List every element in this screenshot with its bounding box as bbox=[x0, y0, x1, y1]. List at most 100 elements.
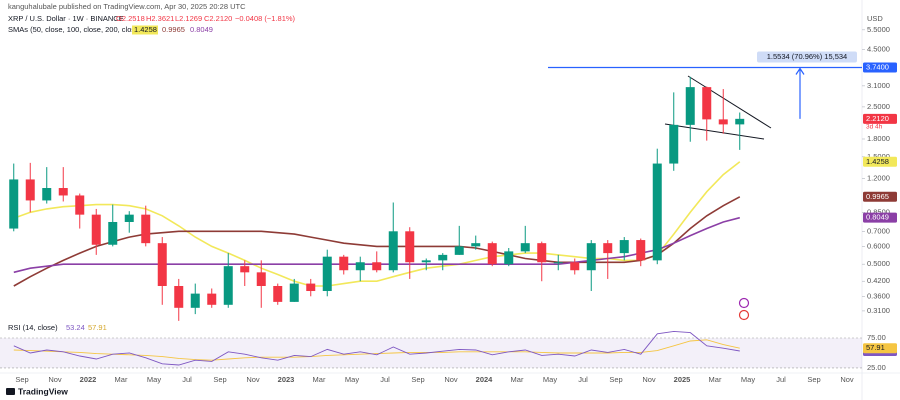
brand-name: TradingView bbox=[18, 386, 68, 396]
series-line bbox=[13, 196, 741, 287]
x-tick-label: 2025 bbox=[674, 375, 691, 384]
sma-legend: SMAs (50, close, 100, close, 200, close) bbox=[8, 25, 142, 34]
candle-body bbox=[108, 221, 118, 245]
x-tick-label: Jul bbox=[578, 375, 588, 384]
y-tick-label: 3.1000 bbox=[867, 81, 890, 90]
rsi-value-label-bg bbox=[863, 343, 897, 354]
candle-body bbox=[91, 214, 101, 245]
x-tick-label: 2022 bbox=[80, 375, 97, 384]
x-tick-label: Jul bbox=[182, 375, 192, 384]
x-tick-label: May bbox=[345, 375, 359, 384]
rsi-title: RSI (14, close) bbox=[8, 323, 58, 332]
x-tick-label: Jul bbox=[380, 375, 390, 384]
y-tick-label: 0.4200 bbox=[867, 276, 890, 285]
x-tick-label: Nov bbox=[840, 375, 854, 384]
y-tick-label: 0.3600 bbox=[867, 291, 890, 300]
candle-body bbox=[141, 214, 151, 244]
y-tick-label: 4.5000 bbox=[867, 44, 890, 53]
x-tick-label: May bbox=[543, 375, 557, 384]
ohlc-low: L2.1269 bbox=[175, 14, 202, 23]
ohlc-open: O2.2518 bbox=[116, 14, 145, 23]
y-tick-label: 1.5000 bbox=[867, 152, 890, 161]
x-tick-label: Sep bbox=[609, 375, 622, 384]
y-tick-label: 1.2000 bbox=[867, 174, 890, 183]
candle-body bbox=[553, 262, 563, 264]
candle-body bbox=[58, 188, 68, 196]
y-tick-label: 2.5000 bbox=[867, 102, 890, 111]
symbol: XRP / U.S. Dollar · 1W · BINANCE bbox=[8, 14, 124, 23]
x-tick-label: Sep bbox=[807, 375, 820, 384]
candle-body bbox=[421, 260, 431, 263]
target-label: 3.7400 bbox=[866, 62, 889, 71]
y-tick-label: 0.5000 bbox=[867, 259, 890, 268]
x-tick-label: Nov bbox=[444, 375, 458, 384]
candle-body bbox=[306, 283, 316, 292]
candle-body bbox=[718, 119, 728, 125]
candle-body bbox=[487, 243, 497, 265]
candle-body bbox=[75, 195, 85, 215]
candle-body bbox=[669, 124, 679, 164]
candle-body bbox=[520, 243, 530, 252]
currency: USD bbox=[867, 14, 883, 23]
candle-body bbox=[273, 285, 283, 302]
sma-legend-value: 0.9965 bbox=[162, 25, 185, 34]
series-line bbox=[13, 330, 740, 366]
x-tick-label: May bbox=[147, 375, 161, 384]
alert-icons bbox=[738, 297, 750, 321]
target-label-bg bbox=[863, 62, 897, 73]
candle-body bbox=[174, 285, 184, 308]
brand: TradingView bbox=[6, 386, 68, 396]
candle-body bbox=[504, 251, 514, 265]
x-tick-label: May bbox=[741, 375, 755, 384]
ohlc-high: H2.3621 bbox=[146, 14, 174, 23]
y-tick-label: 0.6000 bbox=[867, 241, 890, 250]
countdown: 3d 4h bbox=[866, 124, 883, 131]
candle-body bbox=[570, 262, 580, 271]
brand-logo bbox=[6, 388, 15, 395]
candle-body bbox=[256, 272, 266, 286]
last-price-label-bg bbox=[863, 113, 897, 124]
candle-body bbox=[454, 246, 464, 255]
candle-body bbox=[124, 214, 134, 222]
candle-body bbox=[438, 254, 448, 261]
sma-value-label: 1.4258 bbox=[866, 157, 889, 166]
x-tick-label: 2023 bbox=[278, 375, 295, 384]
y-tick-label: 75.00 bbox=[867, 333, 886, 342]
candle-body bbox=[636, 240, 646, 261]
candle-body bbox=[355, 262, 365, 271]
x-tick-label: Jul bbox=[776, 375, 786, 384]
candle-body bbox=[240, 266, 250, 273]
candle-body bbox=[652, 163, 662, 261]
candle-body bbox=[322, 256, 332, 292]
candle-body bbox=[372, 262, 382, 271]
y-tick-label: 1.8000 bbox=[867, 134, 890, 143]
y-tick-label: 25.00 bbox=[867, 363, 886, 372]
y-tick-label: 0.7000 bbox=[867, 226, 890, 235]
sma-value-label-bg bbox=[863, 212, 897, 223]
measure-arrowhead bbox=[795, 67, 805, 75]
sma-legend-value: 0.8049 bbox=[190, 25, 213, 34]
measure-label: 1.5534 (70.96%) 15,534 bbox=[767, 52, 847, 61]
x-tick-label: Sep bbox=[411, 375, 424, 384]
sma-value-label-bg bbox=[863, 191, 897, 202]
x-tick-label: 2024 bbox=[476, 375, 494, 384]
candle-body bbox=[405, 231, 415, 263]
sma-value-label: 0.9965 bbox=[866, 192, 889, 201]
candle-body bbox=[190, 293, 200, 308]
candles bbox=[9, 76, 745, 321]
last-price-label: 2.2120 bbox=[866, 114, 889, 123]
candle-body bbox=[25, 179, 35, 201]
candle-body bbox=[289, 283, 299, 302]
series-line bbox=[13, 161, 741, 287]
publisher-line: kanguhalubale published on TradingView.c… bbox=[8, 2, 246, 11]
candle-body bbox=[685, 87, 695, 125]
sma-value-label-bg bbox=[863, 156, 897, 167]
x-tick-label: Nov bbox=[48, 375, 62, 384]
candle-body bbox=[471, 243, 481, 247]
triangle-lower-line bbox=[664, 123, 765, 140]
event-icon bbox=[738, 309, 750, 321]
x-tick-label: Sep bbox=[213, 375, 226, 384]
measure-box bbox=[757, 51, 857, 63]
